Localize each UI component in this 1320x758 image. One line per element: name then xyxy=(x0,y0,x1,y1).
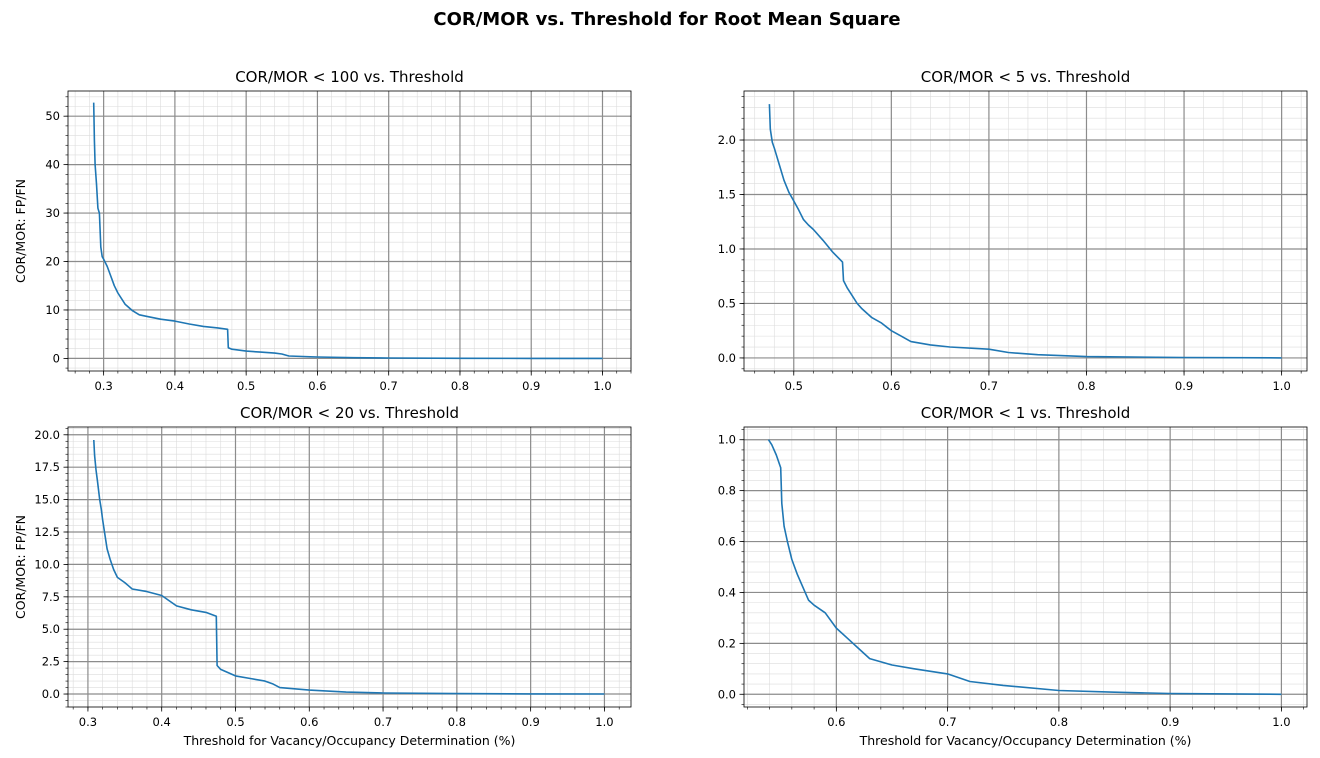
y-tick-label: 2.0 xyxy=(718,133,736,147)
x-tick-label: 0.3 xyxy=(94,379,112,393)
x-tick-label: 0.4 xyxy=(153,715,171,729)
y-tick-label: 1.0 xyxy=(718,433,736,447)
plot-frame xyxy=(743,426,1308,708)
y-tick-label: 2.5 xyxy=(42,655,60,669)
series-line xyxy=(767,439,1282,696)
y-tick-label: 7.5 xyxy=(42,590,60,604)
y-tick-label: 30 xyxy=(45,206,60,220)
x-tick-label: 0.8 xyxy=(448,715,466,729)
y-tick-label: 5.0 xyxy=(42,622,60,636)
x-tick-label: 0.6 xyxy=(308,379,326,393)
y-tick-label: 15.0 xyxy=(34,493,60,507)
y-tick-label: 0.0 xyxy=(718,687,736,701)
series-line xyxy=(768,104,1282,359)
subplot-title: COR/MOR < 100 vs. Threshold xyxy=(235,68,464,86)
subplot-cor-mor-20: 0.3 0.4 0.5 0.6 0.7 0.8 0.9 1.0 0.0 2.5 5.0 7.5 10.0… xyxy=(13,404,632,748)
x-tick-label: 0.7 xyxy=(380,379,398,393)
figure-suptitle: COR/MOR vs. Threshold for Root Mean Squa… xyxy=(433,9,900,30)
subplot-title: COR/MOR < 5 vs. Threshold xyxy=(921,68,1131,86)
x-tick-label: 0.8 xyxy=(1077,379,1095,393)
x-tick-label: 1.0 xyxy=(1272,715,1290,729)
x-tick-label: 0.9 xyxy=(1175,379,1193,393)
x-tick-label: 1.0 xyxy=(595,715,613,729)
x-tick-label: 1.0 xyxy=(593,379,611,393)
y-axis-label: COR/MOR: FP/FN xyxy=(13,515,28,619)
y-tick-label: 1.5 xyxy=(718,188,736,202)
x-tick-label: 0.7 xyxy=(374,715,392,729)
x-tick-label: 0.3 xyxy=(79,715,97,729)
y-axis-label: COR/MOR: FP/FN xyxy=(13,179,28,283)
x-tick-label: 0.7 xyxy=(980,379,998,393)
x-axis-label: Threshold for Vacancy/Occupancy Determin… xyxy=(183,733,516,748)
x-tick-label: 1.0 xyxy=(1272,379,1290,393)
y-tick-label: 0.4 xyxy=(718,585,736,599)
subplot-title: COR/MOR < 20 vs. Threshold xyxy=(240,404,459,422)
x-tick-label: 0.9 xyxy=(522,715,540,729)
y-tick-label: 0.8 xyxy=(718,484,736,498)
y-tick-label: 0.2 xyxy=(718,636,736,650)
x-tick-label: 0.5 xyxy=(785,379,803,393)
y-tick-label: 0 xyxy=(53,351,60,365)
x-tick-label: 0.5 xyxy=(237,379,255,393)
plot-frame xyxy=(67,426,632,708)
y-tick-label: 0.5 xyxy=(718,296,736,310)
y-tick-label: 20 xyxy=(45,255,60,269)
x-tick-label: 0.6 xyxy=(827,715,845,729)
y-tick-label: 10 xyxy=(45,303,60,317)
x-tick-label: 0.8 xyxy=(1050,715,1068,729)
series-line xyxy=(92,102,603,360)
y-tick-label: 12.5 xyxy=(34,525,60,539)
y-tick-label: 1.0 xyxy=(718,242,736,256)
x-tick-label: 0.7 xyxy=(938,715,956,729)
y-tick-label: 40 xyxy=(45,158,60,172)
series-line xyxy=(93,439,605,695)
y-tick-label: 50 xyxy=(45,109,60,123)
subplot-title: COR/MOR < 1 vs. Threshold xyxy=(921,404,1131,422)
subplot-cor-mor-1: 0.6 0.7 0.8 0.9 1.0 0.0 0.2 0.4 0.6 0.8 1.0 COR/MOR… xyxy=(718,404,1308,748)
subplot-cor-mor-100: 0.3 0.4 0.5 0.6 0.7 0.8 0.9 1.0 0 10 20 30 40 50 COR/M… xyxy=(13,68,632,393)
x-tick-label: 0.6 xyxy=(882,379,900,393)
y-tick-label: 17.5 xyxy=(34,460,60,474)
plot-area xyxy=(68,91,631,371)
y-tick-label: 10.0 xyxy=(34,557,60,571)
subplot-cor-mor-5: 0.5 0.6 0.7 0.8 0.9 1.0 0.0 0.5 1.0 1.5 2.0 COR/MOR… xyxy=(718,68,1308,393)
plot-frame xyxy=(743,90,1308,372)
plot-area xyxy=(744,91,1307,371)
x-tick-label: 0.5 xyxy=(226,715,244,729)
plot-area xyxy=(744,427,1307,707)
x-tick-label: 0.9 xyxy=(522,379,540,393)
plot-area xyxy=(68,427,631,707)
y-tick-label: 0.0 xyxy=(42,687,60,701)
x-tick-label: 0.9 xyxy=(1161,715,1179,729)
plot-frame xyxy=(67,90,632,372)
x-tick-label: 0.6 xyxy=(300,715,318,729)
x-tick-label: 0.4 xyxy=(166,379,184,393)
x-tick-label: 0.8 xyxy=(451,379,469,393)
y-tick-label: 0.6 xyxy=(718,535,736,549)
y-tick-label: 20.0 xyxy=(34,428,60,442)
y-tick-label: 0.0 xyxy=(718,351,736,365)
x-axis-label: Threshold for Vacancy/Occupancy Determin… xyxy=(859,733,1192,748)
